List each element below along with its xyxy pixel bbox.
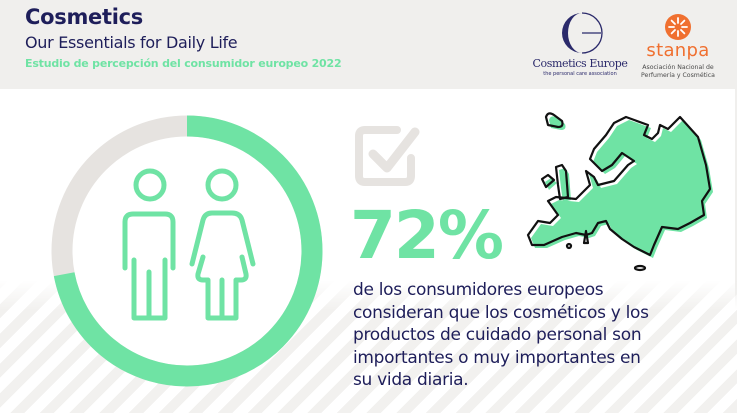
woman-figure-icon <box>189 168 256 321</box>
stanpa-tagline: Asociación Nacional de Perfumería y Cosm… <box>633 64 723 80</box>
header-band: Cosmetics Our Essentials for Daily Life … <box>0 0 735 89</box>
stanpa-tagline-line-1: Asociación Nacional de <box>642 64 714 71</box>
page-title: Cosmetics <box>25 5 143 29</box>
man-woman-icon <box>122 168 256 321</box>
description-line: consideran que los cosméticos y los <box>353 302 649 323</box>
stanpa-logo: stanpa Asociación Nacional de Perfumería… <box>633 12 723 84</box>
study-label: Estudio de percepción del consumidor eur… <box>25 57 342 70</box>
man-figure-icon <box>122 168 176 321</box>
stanpa-flower-icon <box>665 14 691 40</box>
stat-description: de los consumidores europeos consideran … <box>353 279 653 392</box>
checkbox-checked-icon <box>355 126 420 186</box>
cosmetics-europe-name: Cosmetics Europe <box>532 57 628 70</box>
description-line: productos de cuidado personal son <box>353 325 642 345</box>
description-line: su vida diaria. <box>353 370 469 390</box>
description-line: de los consumidores europeos <box>353 280 604 300</box>
cosmetics-europe-logo: Cosmetics Europe the personal care assoc… <box>530 10 630 82</box>
stanpa-tagline-line-2: Perfumería y Cosmética <box>641 72 715 79</box>
cosmetics-europe-tagline: the personal care association <box>543 71 617 77</box>
description-line: importantes o muy importantes en <box>353 347 641 368</box>
page-subtitle: Our Essentials for Daily Life <box>25 33 238 52</box>
stat-percentage: 72% <box>350 197 504 274</box>
right-edge-border <box>735 0 737 413</box>
stanpa-name: stanpa <box>646 40 710 61</box>
cosmetics-europe-mark-icon <box>562 12 603 54</box>
progress-ring-icon <box>51 115 323 387</box>
europe-map-icon <box>526 112 713 272</box>
